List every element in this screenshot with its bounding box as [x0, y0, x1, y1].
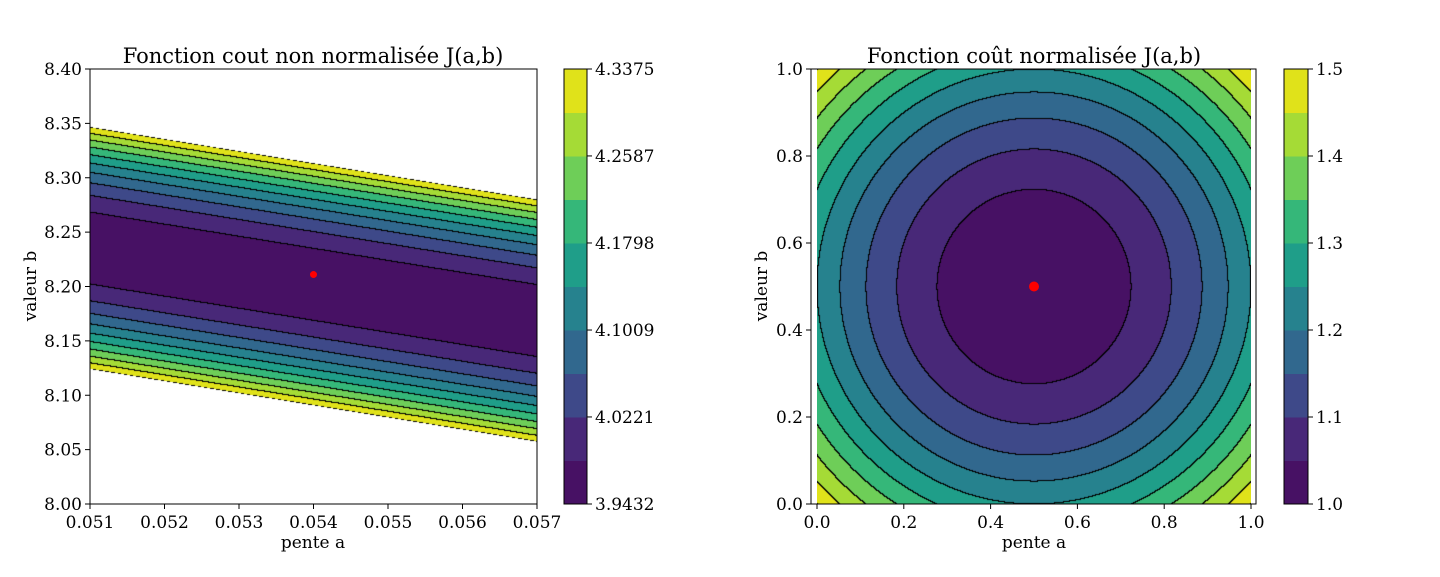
- x-tick-label: 0.8: [1151, 513, 1178, 533]
- colorbar-band: [1284, 460, 1308, 505]
- colorbar-band: [1284, 286, 1308, 331]
- y-axis-label: valeur b: [21, 251, 41, 323]
- y-tick-label: 8.10: [44, 386, 82, 406]
- colorbar-band: [1284, 199, 1308, 244]
- x-tick-label: 0.057: [513, 513, 562, 533]
- y-tick-label: 8.05: [44, 441, 82, 461]
- colorbar-frame: [1283, 68, 1309, 505]
- y-tick-label: 8.35: [44, 114, 82, 134]
- x-tick-label: 0.055: [364, 513, 413, 533]
- y-axis-label: valeur b: [752, 251, 772, 323]
- colorbar-tick-label: 1.5: [1316, 60, 1343, 80]
- x-tick-label: 0.056: [438, 513, 487, 533]
- colorbar-band: [564, 286, 587, 331]
- colorbar-band: [1284, 330, 1308, 374]
- colorbar-band: [564, 330, 587, 374]
- y-ticks: 8.00 8.05 8.10 8.15 8.20 8.25 8.30 8.35 8.40: [44, 60, 90, 515]
- x-tick-label: 0.4: [977, 513, 1004, 533]
- y-tick-label: 8.15: [44, 332, 82, 352]
- y-tick-label: 8.00: [44, 495, 82, 515]
- colorbar-tick-label: 1.4: [1316, 147, 1343, 167]
- colorbar-band: [564, 460, 587, 505]
- axes-frame: [810, 68, 1257, 505]
- minimum-point: [1029, 281, 1039, 292]
- colorbar-band: [1284, 373, 1308, 418]
- colorbar: 3.9432 4.0221 4.1009 4.1798 4.2587 4.3375: [563, 60, 654, 515]
- colorbar-tick-label: 1.2: [1316, 321, 1343, 341]
- colorbar-band: [1284, 243, 1308, 287]
- colorbar: 1.0 1.1 1.2 1.3 1.4 1.5: [1283, 60, 1343, 515]
- colorbar-tick-label: 1.3: [1316, 234, 1343, 254]
- colorbar-band: [564, 199, 587, 244]
- x-axis-label: pente a: [1002, 533, 1066, 553]
- y-tick-label: 8.25: [44, 223, 82, 243]
- y-tick-label: 8.20: [44, 278, 82, 298]
- x-tick-label: 0.053: [215, 513, 264, 533]
- colorbar-band: [1284, 417, 1308, 461]
- colorbar-tick-label: 4.1798: [595, 234, 654, 254]
- y-tick-label: 1.0: [776, 60, 803, 80]
- y-ticks: 0.0 0.2 0.4 0.6 0.8 1.0: [776, 60, 811, 515]
- colorbar-tick-label: 1.1: [1316, 408, 1343, 428]
- x-tick-label: 0.2: [890, 513, 917, 533]
- minimum-point: [310, 271, 317, 279]
- subplot-normalized: Fonction coût normalisée J(a,b) 0.0 0.2 0.…: [752, 44, 1343, 553]
- y-tick-label: 8.30: [44, 169, 82, 189]
- colorbar-band: [564, 69, 587, 113]
- y-tick-label: 0.6: [776, 234, 803, 254]
- x-tick-label: 0.0: [803, 513, 830, 533]
- colorbar-band: [564, 112, 587, 157]
- y-tick-label: 8.40: [44, 60, 82, 80]
- subplot-unnormalized: Fonction cout non normalisée J(a,b) 0.05…: [21, 44, 654, 553]
- x-tick-label: 0.054: [289, 513, 338, 533]
- colorbar-tick-label: 4.0221: [595, 408, 654, 428]
- colorbar-band: [564, 156, 587, 200]
- colorbar-band: [564, 243, 587, 287]
- colorbar-band: [564, 373, 587, 418]
- x-tick-label: 0.052: [140, 513, 189, 533]
- colorbar-tick-label: 4.1009: [595, 321, 654, 341]
- x-tick-label: 1.0: [1237, 513, 1264, 533]
- y-tick-label: 0.0: [776, 495, 803, 515]
- x-ticks: 0.051 0.052 0.053 0.054 0.055 0.056 0.057: [66, 504, 562, 533]
- x-ticks: 0.0 0.2 0.4 0.6 0.8 1.0: [803, 504, 1265, 533]
- plot-title: Fonction coût normalisée J(a,b): [867, 44, 1201, 68]
- colorbar-band: [564, 417, 587, 461]
- x-tick-label: 0.6: [1064, 513, 1091, 533]
- y-tick-label: 0.2: [776, 408, 803, 428]
- colorbar-band: [1284, 69, 1308, 113]
- plot-title: Fonction cout non normalisée J(a,b): [123, 44, 504, 68]
- colorbar-tick-label: 4.3375: [595, 60, 654, 80]
- colorbar-tick-label: 3.9432: [595, 495, 654, 515]
- colorbar-band: [1284, 112, 1308, 157]
- y-tick-label: 0.8: [776, 147, 803, 167]
- contour-fill: [90, 69, 537, 504]
- x-tick-label: 0.051: [66, 513, 115, 533]
- colorbar-band: [1284, 156, 1308, 200]
- colorbar-tick-label: 4.2587: [595, 147, 654, 167]
- colorbar-tick-label: 1.0: [1316, 495, 1343, 515]
- x-axis-label: pente a: [281, 533, 345, 553]
- colorbar-frame: [563, 68, 588, 505]
- y-tick-label: 0.4: [776, 321, 803, 341]
